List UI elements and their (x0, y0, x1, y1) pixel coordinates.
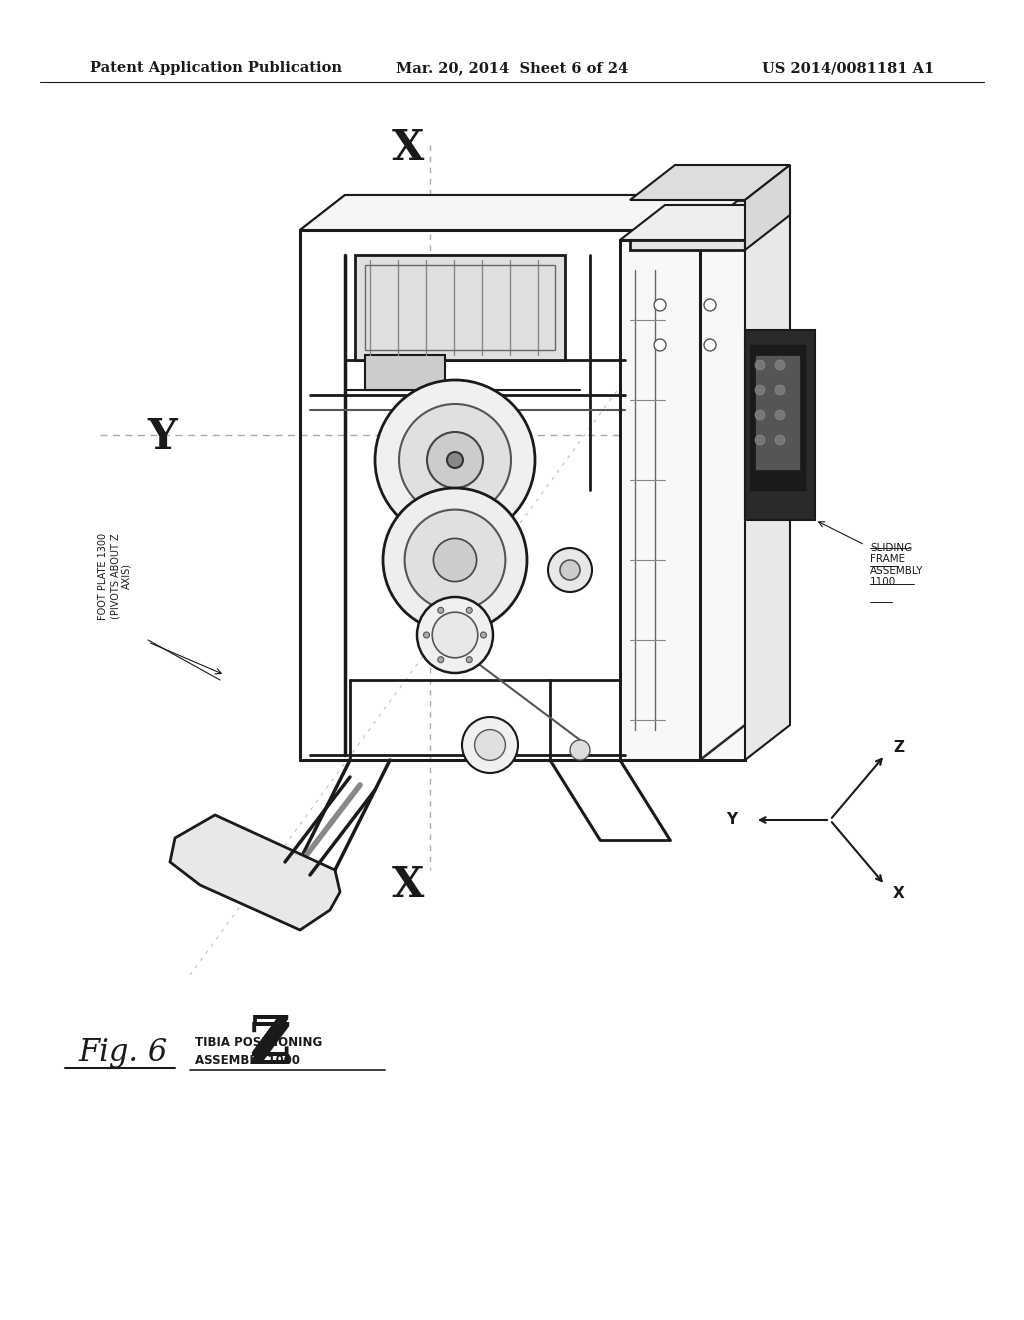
Circle shape (474, 730, 506, 760)
Circle shape (466, 656, 472, 663)
Bar (630, 201, 745, 249)
Polygon shape (620, 205, 790, 240)
Bar (750, 345, 805, 490)
Circle shape (775, 360, 785, 370)
Circle shape (705, 300, 716, 312)
Text: US 2014/0081181 A1: US 2014/0081181 A1 (762, 61, 934, 75)
Text: Patent Application Publication: Patent Application Publication (90, 61, 342, 75)
Circle shape (654, 300, 666, 312)
Bar (365, 265, 555, 350)
Circle shape (383, 488, 527, 632)
Circle shape (755, 385, 765, 395)
Text: Mar. 20, 2014  Sheet 6 of 24: Mar. 20, 2014 Sheet 6 of 24 (396, 61, 628, 75)
Circle shape (654, 339, 666, 351)
Circle shape (437, 656, 443, 663)
Circle shape (755, 411, 765, 420)
Circle shape (560, 560, 580, 579)
Circle shape (466, 607, 472, 614)
Polygon shape (170, 814, 340, 931)
Text: Y: Y (726, 813, 737, 828)
Circle shape (417, 597, 493, 673)
Circle shape (433, 539, 476, 582)
Circle shape (775, 436, 785, 445)
Bar (745, 330, 815, 520)
Text: X: X (392, 127, 424, 169)
Circle shape (437, 607, 443, 614)
Circle shape (462, 717, 518, 774)
Polygon shape (745, 205, 790, 760)
Circle shape (755, 436, 765, 445)
Circle shape (548, 548, 592, 591)
Bar (365, 355, 445, 389)
Text: TIBIA POSITIONING: TIBIA POSITIONING (195, 1036, 323, 1049)
Bar (620, 240, 745, 760)
Bar (355, 255, 565, 360)
Circle shape (375, 380, 535, 540)
Text: SLIDING
FRAME
ASSEMBLY
1100: SLIDING FRAME ASSEMBLY 1100 (870, 543, 924, 587)
Text: ASSEMBLY 1000: ASSEMBLY 1000 (195, 1053, 300, 1067)
Text: Fig. 6: Fig. 6 (78, 1038, 167, 1068)
Circle shape (447, 451, 463, 469)
Circle shape (705, 339, 716, 351)
Circle shape (404, 510, 506, 610)
Polygon shape (300, 195, 745, 230)
Circle shape (570, 741, 590, 760)
Text: Z: Z (250, 1012, 290, 1068)
Polygon shape (630, 165, 790, 201)
Circle shape (775, 385, 785, 395)
Circle shape (755, 360, 765, 370)
Circle shape (399, 404, 511, 516)
Text: Z: Z (893, 739, 904, 755)
Circle shape (427, 432, 483, 488)
Text: FOOT PLATE 1300
(PIVOTS ABOUT Z
AXIS): FOOT PLATE 1300 (PIVOTS ABOUT Z AXIS) (98, 533, 132, 620)
Text: Y: Y (147, 416, 177, 458)
Circle shape (432, 612, 478, 657)
Bar (755, 355, 800, 470)
Circle shape (480, 632, 486, 638)
Circle shape (775, 411, 785, 420)
Text: X: X (893, 886, 905, 900)
Bar (620, 240, 745, 760)
Text: X: X (392, 865, 424, 906)
Polygon shape (745, 165, 790, 249)
Circle shape (424, 632, 429, 638)
Text: Z: Z (249, 1020, 291, 1076)
